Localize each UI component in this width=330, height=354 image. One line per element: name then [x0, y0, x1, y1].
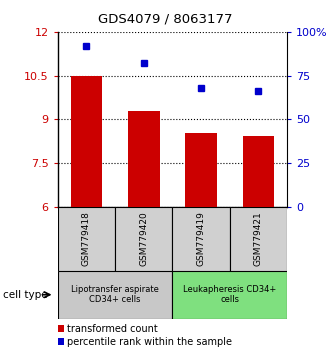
Text: transformed count: transformed count	[67, 324, 158, 333]
FancyBboxPatch shape	[115, 207, 173, 271]
FancyBboxPatch shape	[58, 271, 173, 319]
Text: percentile rank within the sample: percentile rank within the sample	[67, 337, 232, 347]
FancyBboxPatch shape	[230, 207, 287, 271]
FancyBboxPatch shape	[173, 271, 287, 319]
Bar	[243, 136, 274, 207]
Text: GSM779418: GSM779418	[82, 211, 91, 267]
Bar	[128, 111, 159, 207]
Text: GSM779421: GSM779421	[254, 212, 263, 266]
FancyBboxPatch shape	[173, 207, 230, 271]
Bar	[185, 133, 217, 207]
Text: GDS4079 / 8063177: GDS4079 / 8063177	[98, 12, 232, 25]
FancyBboxPatch shape	[58, 207, 115, 271]
Text: GSM779419: GSM779419	[197, 211, 206, 267]
Bar	[71, 76, 102, 207]
Text: cell type: cell type	[3, 290, 48, 300]
Text: GSM779420: GSM779420	[139, 212, 148, 266]
Text: Lipotransfer aspirate
CD34+ cells: Lipotransfer aspirate CD34+ cells	[71, 285, 159, 304]
Text: Leukapheresis CD34+
cells: Leukapheresis CD34+ cells	[183, 285, 277, 304]
